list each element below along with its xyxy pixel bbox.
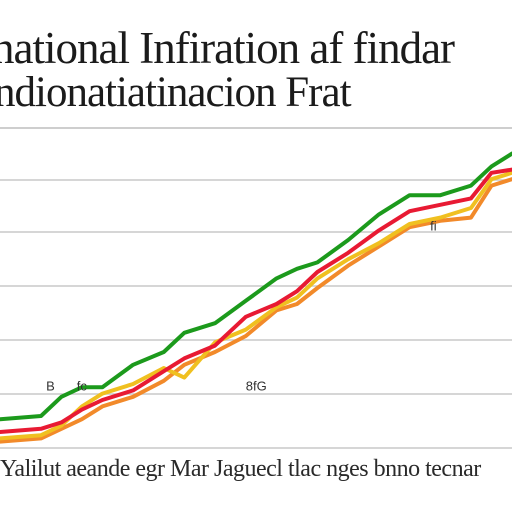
series-line-3 [0, 177, 512, 444]
annotation-label: fi [430, 218, 437, 233]
grid-lines [0, 127, 512, 449]
chart-title-line-2: ndionatiatinacion Frat [0, 69, 352, 116]
annotation-label: B [46, 378, 55, 393]
series-line-2 [0, 170, 512, 441]
chart-caption: Yalilut aeande egr Mar Jaguecl tlac nges… [0, 456, 481, 482]
annotation-label: 8fG [246, 378, 267, 393]
series-lines [0, 151, 512, 444]
series-line-0 [0, 151, 512, 422]
chart-title-line-1: national Infiration af findar [0, 23, 455, 73]
series-line-1 [0, 167, 512, 434]
annotation-label: fc [77, 378, 88, 393]
